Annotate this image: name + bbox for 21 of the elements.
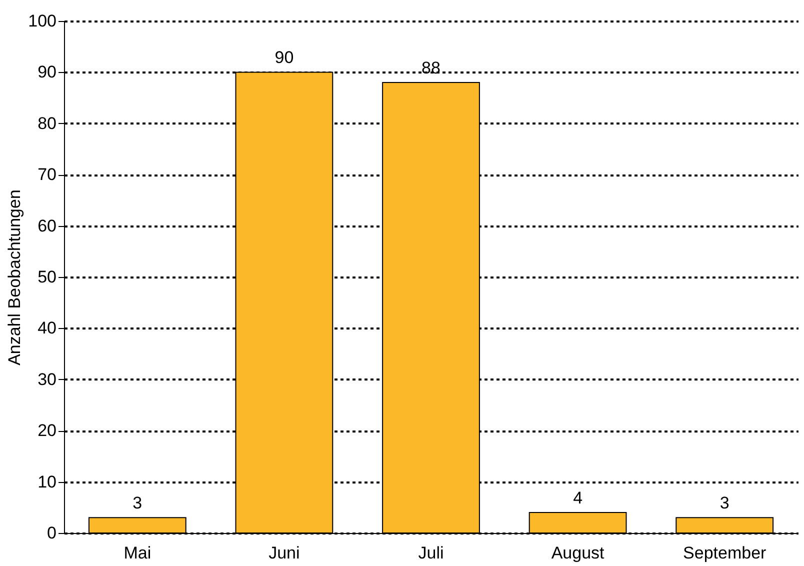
data-label: 3 <box>720 494 730 513</box>
x-tick-label: August <box>551 544 605 562</box>
y-tick-label: 10 <box>38 472 56 492</box>
data-label: 4 <box>573 488 583 508</box>
y-tick-label: 70 <box>38 165 56 184</box>
y-tick-label: 90 <box>38 62 56 82</box>
x-tick-label: Mai <box>124 544 152 562</box>
y-axis-title: Anzahl Beobachtungen <box>5 190 24 366</box>
data-label: 3 <box>132 494 142 513</box>
x-tick-label: Juli <box>418 544 444 562</box>
data-label: 90 <box>274 48 294 68</box>
y-tick-label: 20 <box>38 421 56 440</box>
y-tick-label: 100 <box>28 12 56 30</box>
y-tick-label: 40 <box>38 318 56 338</box>
x-tick-label: September <box>683 544 767 562</box>
y-tick-label: 0 <box>47 524 56 542</box>
y-tick-label: 60 <box>38 216 56 236</box>
y-tick-label: 80 <box>38 114 56 133</box>
y-tick-label: 30 <box>38 370 56 389</box>
y-tick-label: 50 <box>38 268 56 286</box>
x-tick-label: Juni <box>268 544 300 562</box>
